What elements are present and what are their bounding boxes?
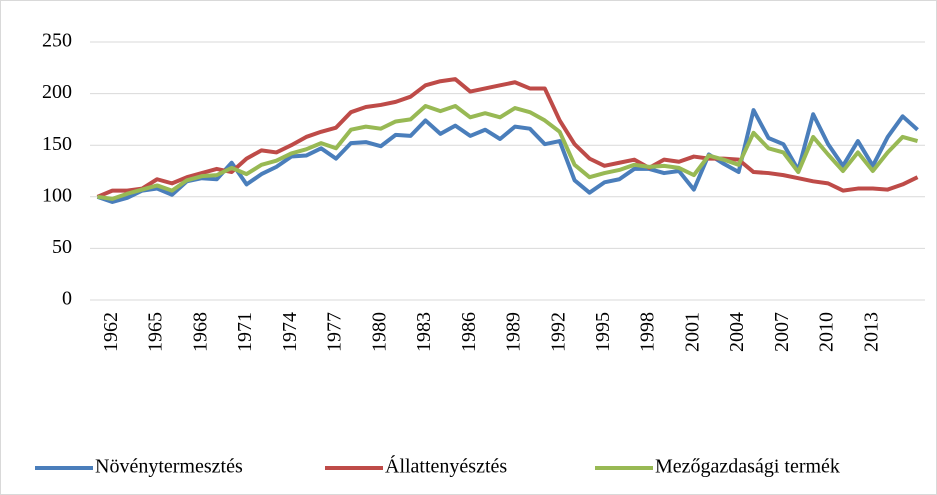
x-tick-label: 1971 xyxy=(234,312,256,352)
y-tick-label: 200 xyxy=(42,81,72,103)
x-tick-label: 1977 xyxy=(324,312,346,352)
x-tick-label: 1989 xyxy=(503,312,525,352)
y-tick-label: 250 xyxy=(42,30,72,52)
x-tick-label: 1998 xyxy=(637,312,659,352)
x-tick-label: 1980 xyxy=(368,312,390,352)
y-tick-label: 150 xyxy=(42,133,72,155)
x-tick-label: 1995 xyxy=(592,312,614,352)
x-tick-label: 2010 xyxy=(816,312,838,352)
line-series xyxy=(97,103,919,201)
legend-label: Állattenyésztés xyxy=(385,455,507,478)
x-tick-label: 1986 xyxy=(458,312,480,352)
x-tick-label: 1968 xyxy=(189,312,211,352)
legend-label: Növénytermesztés xyxy=(95,456,243,478)
x-tick-label: 1992 xyxy=(547,312,569,352)
y-tick-label: 0 xyxy=(62,288,72,310)
x-tick-label: 1962 xyxy=(100,312,122,352)
x-tick-label: 1983 xyxy=(413,312,435,352)
x-tick-label: 2013 xyxy=(860,312,882,352)
x-tick-label: 1974 xyxy=(279,312,301,352)
x-tick-label: 1965 xyxy=(145,312,167,352)
y-tick-label: 100 xyxy=(42,184,72,206)
line-series xyxy=(96,108,919,204)
x-tick-label: 2001 xyxy=(681,312,703,352)
legend-label: Mezőgazdasági termék xyxy=(655,456,840,478)
x-tick-label: 2007 xyxy=(771,312,793,352)
x-tick-label: 2004 xyxy=(726,312,748,352)
y-tick-label: 50 xyxy=(52,236,72,258)
